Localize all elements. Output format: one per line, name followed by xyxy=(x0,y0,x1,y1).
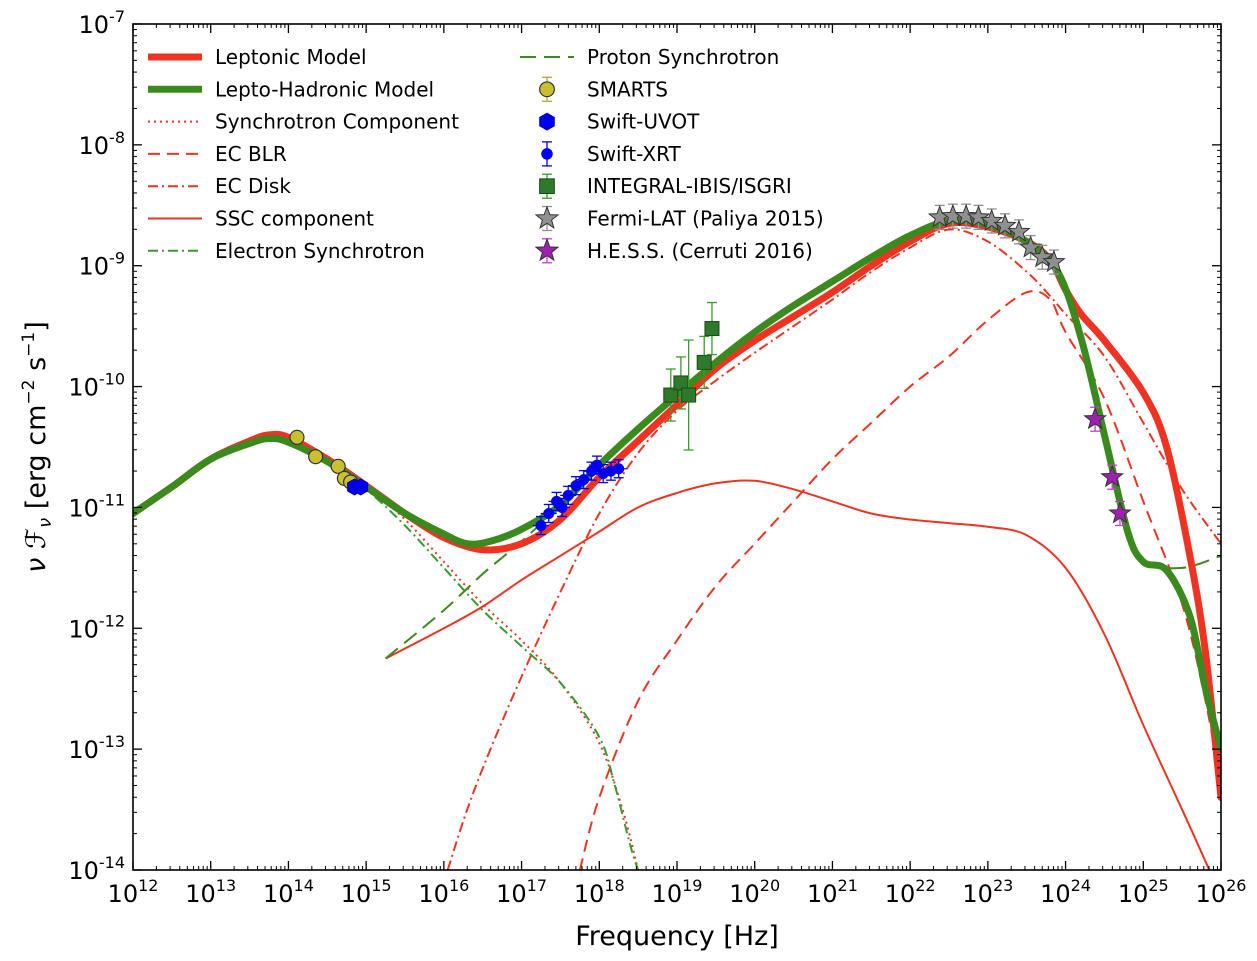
fermi-lat-paliya-2015-point xyxy=(1007,219,1031,242)
legend-label-leptonic-model: Leptonic Model xyxy=(215,45,367,69)
legend-swatch-swift-uvot xyxy=(539,112,555,131)
model-curves xyxy=(133,216,1221,870)
legend-swatch-fermi-lat-paliya-2015 xyxy=(534,205,560,229)
legend-swatch-h-e-s-s-cerruti-2016 xyxy=(534,237,560,262)
y-label-unit-close: ] xyxy=(21,321,52,332)
smarts-point xyxy=(289,429,305,445)
x-tick-label: 1014 xyxy=(263,876,314,908)
swift-xrt-point xyxy=(613,463,625,475)
y-label-prefix: ν ℱ xyxy=(21,528,52,573)
integral-ibis-isgri-point xyxy=(681,387,697,403)
legend-label-electron-synchrotron: Electron Synchrotron xyxy=(215,239,425,263)
y-tick-label: 10-12 xyxy=(68,611,125,643)
curve-ec-disk xyxy=(446,228,1221,870)
h-e-s-s-cerruti-2016-point xyxy=(1083,406,1107,430)
y-tick-label: 10-14 xyxy=(68,853,125,885)
y-axis-label: ν ℱν [erg cm−2 s−1] xyxy=(19,321,56,573)
x-tick-label: 1023 xyxy=(962,876,1013,908)
axis-ticks: 1012 1013 1014 1015 1016 1017 1018 1019 1020 1021… xyxy=(68,7,1246,908)
h-e-s-s-cerruti-2016-point xyxy=(1108,501,1132,524)
x-tick-label: 1022 xyxy=(885,876,936,908)
integral-ibis-isgri-point xyxy=(696,354,712,370)
fermi-lat-paliya-2015-point xyxy=(966,204,991,228)
x-tick-label: 1016 xyxy=(418,876,469,908)
x-tick-label: 1012 xyxy=(108,876,159,908)
legend-label-ec-blr: EC BLR xyxy=(215,142,287,166)
legend-label-proton-synchrotron: Proton Synchrotron xyxy=(587,45,779,69)
y-label-sub: ν xyxy=(35,518,56,528)
y-tick-label: 10-9 xyxy=(79,249,126,281)
swift-xrt-point xyxy=(543,507,555,519)
integral-ibis-isgri-point xyxy=(663,387,679,403)
swift-xrt-point xyxy=(562,489,574,501)
x-axis-label: Frequency [Hz] xyxy=(575,921,779,952)
curve-lepto-hadronic-model xyxy=(133,216,1221,753)
x-tick-label: 1017 xyxy=(496,876,547,908)
y-tick-label: 10-13 xyxy=(68,732,125,764)
fermi-lat-paliya-2015-point xyxy=(1018,235,1043,258)
legend-label-integral-ibis-isgri: INTEGRAL-IBIS/ISGRI xyxy=(587,174,792,198)
y-label-unit-open: [erg cm xyxy=(21,405,52,518)
swift-xrt-point xyxy=(535,520,547,532)
integral-ibis-isgri-point xyxy=(673,375,689,391)
legend-label-h-e-s-s-cerruti-2016: H.E.S.S. (Cerruti 2016) xyxy=(587,239,813,263)
h-e-s-s-cerruti-2016-point xyxy=(1100,464,1125,488)
y-tick-label: 10-7 xyxy=(79,7,126,39)
legend-label-synchrotron-component: Synchrotron Component xyxy=(215,110,459,134)
curve-ec-blr xyxy=(578,290,1221,870)
x-tick-label: 1021 xyxy=(807,876,858,908)
legend-swatch-integral-ibis-isgri xyxy=(539,178,555,195)
y-label-exp1: −2 xyxy=(19,380,39,405)
fermi-lat-paliya-2015-point xyxy=(979,208,1004,232)
legend-label-ssc-component: SSC component xyxy=(215,207,374,231)
x-tick-label: 1015 xyxy=(341,876,392,908)
x-tick-label: 1025 xyxy=(1118,876,1169,908)
x-tick-label: 1020 xyxy=(729,876,780,908)
fermi-lat-paliya-2015-point xyxy=(993,213,1017,236)
swift-xrt-point xyxy=(570,480,582,492)
integral-ibis-isgri-point xyxy=(704,321,720,337)
y-label-unit-mid: s xyxy=(21,357,52,380)
legend-label-fermi-lat-paliya-2015: Fermi-LAT (Paliya 2015) xyxy=(587,207,824,231)
data-points xyxy=(289,203,1132,536)
legend-label-swift-uvot: Swift-UVOT xyxy=(587,110,700,134)
legend-swatch-swift-xrt xyxy=(541,148,553,160)
y-tick-label: 10-11 xyxy=(68,490,125,522)
swift-uvot-point xyxy=(353,478,369,496)
curve-ssc-component xyxy=(385,479,1211,870)
fermi-lat-paliya-2015-point xyxy=(1042,249,1066,273)
curve-leptonic-model xyxy=(133,219,1221,801)
fermi-lat-paliya-2015-point xyxy=(954,203,978,227)
y-tick-label: 10-10 xyxy=(68,370,125,402)
x-tick-label: 1013 xyxy=(185,876,236,908)
legend-label-smarts: SMARTS xyxy=(587,77,668,101)
legend-swatch-smarts xyxy=(539,81,555,98)
legend-label-swift-xrt: Swift-XRT xyxy=(587,142,682,166)
legend: Leptonic Model Lepto-Hadronic Model Synchr… xyxy=(148,45,824,264)
y-tick-label: 10-8 xyxy=(79,128,126,160)
y-label-exp2: −1 xyxy=(19,332,39,357)
curve-proton-synchrotron xyxy=(384,219,1221,660)
fermi-lat-paliya-2015-point xyxy=(1030,244,1055,268)
legend-label-ec-disk: EC Disk xyxy=(215,174,291,198)
smarts-point xyxy=(308,449,324,465)
smarts-point xyxy=(330,458,346,474)
x-tick-label: 1018 xyxy=(574,876,625,908)
x-tick-label: 1026 xyxy=(1196,876,1247,908)
x-tick-label: 1024 xyxy=(1040,876,1091,908)
legend-label-lepto-hadronic-model: Lepto-Hadronic Model xyxy=(215,77,434,101)
x-tick-label: 1019 xyxy=(652,876,703,908)
